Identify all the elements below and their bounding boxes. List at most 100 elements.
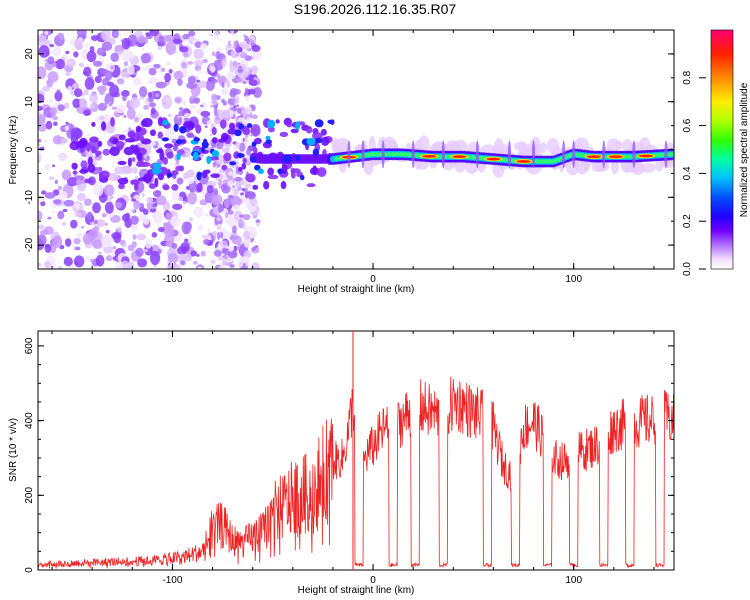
heatmap-cell [38,34,47,46]
heatmap-cell [73,237,81,245]
heatmap-cell [579,153,585,158]
y-tick-label: 0 [24,146,35,152]
heatmap-cell [162,41,166,46]
heatmap-cell [82,71,87,75]
heatmap-cell [148,67,157,76]
heatmap-cell [187,75,196,85]
heatmap-cell [123,61,129,67]
heatmap-cell [314,119,324,128]
heatmap-cell [123,146,135,156]
heatmap-cell [470,155,476,160]
heatmap-cell [543,159,549,164]
heatmap-cell [109,84,120,98]
heatmap-cell [204,213,209,217]
heatmap-cell [204,169,211,174]
heatmap-cell [193,206,204,218]
heatmap-cell [320,128,327,136]
y-tick-label: 200 [24,487,35,504]
heatmap-cell [43,139,48,143]
heatmap-cell [370,152,376,157]
y-tick-label: 10 [24,96,35,108]
heatmap-cell [89,46,95,53]
heatmap-cell [167,113,172,117]
heatmap-cell [252,87,262,99]
heatmap-cell [221,81,225,89]
heatmap-cell [95,254,105,267]
heatmap-cell [233,40,237,50]
heatmap-cell [162,119,169,126]
heatmap-cell [157,227,165,233]
heatmap-cell [242,230,250,240]
figure-title: S196.2026.112.16.35.R07 [294,1,457,17]
heatmap-cell [265,135,271,140]
heatmap-cell [47,216,52,220]
heatmap-cell [197,266,203,269]
heatmap-cell [121,166,133,175]
heatmap-cell [44,192,56,199]
heatmap-cell [211,126,217,136]
y-tick-label: 600 [24,337,35,354]
heatmap-cell [62,221,66,227]
heatmap-cell [210,104,214,108]
heatmap-cell [90,145,96,154]
heatmap-cell [74,88,83,98]
heatmap-cell [143,99,147,104]
heatmap-cell [238,47,243,53]
heatmap-cell [242,214,251,220]
heatmap-cell [130,215,139,225]
heatmap-cell [126,64,135,76]
heatmap-cell [48,176,55,181]
heatmap-cell [72,98,81,109]
heatmap-cell [295,121,301,130]
heatmap-cell [200,146,206,153]
heatmap-cell [250,262,260,269]
heatmap-cell [124,138,136,143]
heatmap-cell [217,203,223,213]
snr-ylabel: SNR (10 * v/v) [8,418,19,482]
heatmap-cell [244,94,250,102]
heatmap-cell [106,86,110,90]
heatmap-cell [218,265,226,269]
heatmap-cell [190,104,197,109]
heatmap-cell [117,226,122,233]
heatmap-cell [168,69,173,74]
heatmap-cell [238,218,244,228]
heatmap-cell [104,240,112,247]
heatmap-cell [89,92,98,104]
heatmap-cell [237,258,244,268]
heatmap-cell [210,78,218,84]
heatmap-cell [157,116,163,127]
heatmap-cell [118,134,126,141]
heatmap-cell [86,133,91,136]
heatmap-cell [89,136,99,143]
heatmap-cell [157,45,163,50]
heatmap-cell [126,107,136,120]
heatmap-cell [186,185,190,190]
heatmap-cell [165,61,172,66]
heatmap-cell [137,258,148,268]
heatmap-cell [231,235,242,245]
heatmap-cell [236,153,245,158]
heatmap-cell [53,116,58,120]
heatmap-cell [131,198,137,202]
heatmap-cell [539,159,545,164]
heatmap-cell [92,182,104,197]
heatmap-cell [210,65,216,73]
snr-panel: -100 0 100 0 200 400 600 Height of straight li… [8,330,675,596]
heatmap-cell [132,72,137,76]
heatmap-cell [137,35,147,44]
heatmap-cell [164,143,174,149]
heatmap-cell [451,140,459,151]
heatmap-cell [234,129,242,137]
heatmap-cell [105,255,113,262]
heatmap-cell [246,147,252,156]
heatmap-cell [134,183,139,191]
heatmap-cell [224,198,230,209]
heatmap-cell [58,153,67,162]
heatmap-cell [267,126,275,133]
heatmap-cell [295,154,301,162]
heatmap-cell [64,125,70,131]
heatmap-cell [114,104,126,114]
heatmap-cell [223,255,228,260]
heatmap-cell [235,78,243,83]
